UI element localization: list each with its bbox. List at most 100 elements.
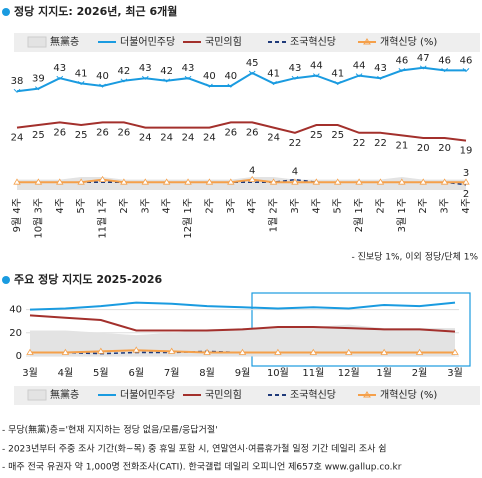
data-label: 24 — [267, 133, 280, 144]
marker — [451, 348, 459, 355]
legend-label: 국민의힘 — [205, 389, 242, 401]
data-label: 46 — [438, 55, 451, 66]
marker — [291, 178, 299, 185]
x-tick-label: 3월 1주 — [396, 198, 408, 232]
marker — [312, 73, 320, 78]
data-label: 26 — [53, 127, 66, 138]
x-tick-label: 5월 — [93, 367, 109, 379]
title-bullet — [2, 8, 10, 16]
x-tick-label: 5주 — [76, 198, 87, 214]
marker — [415, 348, 424, 355]
data-label: 43 — [182, 63, 195, 74]
data-label: 20 — [438, 143, 451, 154]
marker — [77, 81, 85, 86]
line — [16, 121, 467, 142]
note: - 매주 전국 유권자 약 1,000명 전화조사(CATI). 한국갤럽 데일… — [2, 461, 402, 473]
marker — [97, 347, 105, 354]
line — [29, 314, 456, 333]
x-tick-label: 1월 — [376, 367, 392, 379]
x-tick-label: 3주 — [440, 198, 451, 214]
marker — [56, 75, 64, 80]
marker — [380, 348, 388, 355]
data-label: 43 — [289, 63, 302, 74]
marker — [398, 68, 406, 73]
data-label: 24 — [11, 133, 24, 144]
marker — [163, 78, 171, 83]
line — [17, 178, 466, 184]
marker — [99, 83, 106, 88]
legend-label: 개혁신당 (%) — [380, 36, 437, 48]
x-tick-label: 3월 — [447, 367, 463, 379]
x-tick-label: 3주 — [290, 198, 301, 214]
marker — [61, 348, 70, 355]
marker — [355, 73, 363, 78]
x-tick-label: 4월 — [58, 367, 74, 379]
data-label: 3 — [463, 168, 469, 179]
legend-swatch — [27, 36, 47, 48]
marker — [203, 348, 211, 355]
marker — [35, 86, 42, 91]
legend-swatch — [27, 389, 47, 401]
marker — [227, 83, 235, 88]
marker — [355, 178, 363, 185]
data-label: 21 — [395, 140, 408, 151]
marker — [462, 178, 470, 185]
data-label: 46 — [460, 55, 473, 66]
data-label: 47 — [417, 53, 430, 64]
x-tick-label: 4주 — [461, 198, 472, 214]
data-label: 22 — [353, 138, 366, 149]
x-tick-label: 12월 1주 — [182, 198, 194, 239]
data-label: 19 — [460, 146, 473, 157]
x-tick-label: 3월 — [22, 367, 38, 379]
line — [16, 66, 466, 93]
x-tick-label: 4주 — [247, 198, 258, 214]
area — [17, 177, 466, 190]
chart-title: 정당 지지도: 2026년, 최근 6개월 — [14, 4, 177, 18]
legend-label: 더불어민주당 — [120, 389, 175, 401]
legend-label: 無黨층 — [50, 35, 79, 48]
marker — [376, 178, 385, 185]
data-label: 40 — [224, 71, 237, 82]
marker — [309, 348, 318, 355]
marker — [206, 83, 213, 88]
legend-label: 無黨층 — [50, 388, 79, 401]
x-tick-label: 2월 — [412, 367, 428, 379]
marker — [238, 348, 247, 355]
marker — [141, 75, 149, 80]
data-label: 43 — [374, 63, 387, 74]
marker — [398, 178, 406, 185]
data-label: 25 — [310, 130, 323, 141]
data-label: 22 — [289, 138, 302, 149]
data-label: 40 — [96, 71, 109, 82]
note: - 2023년부터 주중 조사 기간(화~목) 중 휴일 포함 시, 연말연시·… — [2, 443, 387, 455]
annotation: - 진보당 1%, 이외 정당/단체 1% — [351, 251, 478, 263]
legend-marker — [363, 391, 371, 398]
legend-label: 국민의힘 — [205, 36, 242, 48]
marker — [77, 178, 85, 185]
y-tick-label: 0 — [16, 351, 22, 362]
x-tick-label: 10월 — [267, 367, 289, 379]
x-tick-label: 6월 — [128, 367, 144, 379]
marker — [291, 75, 299, 80]
x-tick-label: 9월 4주 — [11, 198, 23, 232]
x-tick-label: 10월 3주 — [32, 198, 44, 239]
x-tick-label: 3주 — [226, 198, 237, 214]
data-label: 41 — [267, 68, 280, 79]
x-tick-label: 2주 — [375, 198, 386, 214]
note: - 무당(無黨)층='현재 지지하는 정당 없음/모름/응답거절' — [2, 424, 218, 436]
legend-label: 조국혁신당 — [290, 36, 336, 48]
data-label: 24 — [160, 133, 173, 144]
data-label: 44 — [353, 61, 366, 72]
x-tick-label: 5주 — [333, 198, 344, 214]
data-label: 24 — [203, 133, 216, 144]
x-tick-label: 12월 — [338, 367, 360, 379]
marker — [269, 178, 278, 185]
data-label: 44 — [310, 61, 323, 72]
marker — [56, 178, 64, 185]
legend-band — [14, 33, 480, 52]
data-label: 22 — [374, 138, 387, 149]
marker — [419, 65, 427, 70]
marker — [419, 178, 427, 185]
marker — [377, 75, 384, 80]
